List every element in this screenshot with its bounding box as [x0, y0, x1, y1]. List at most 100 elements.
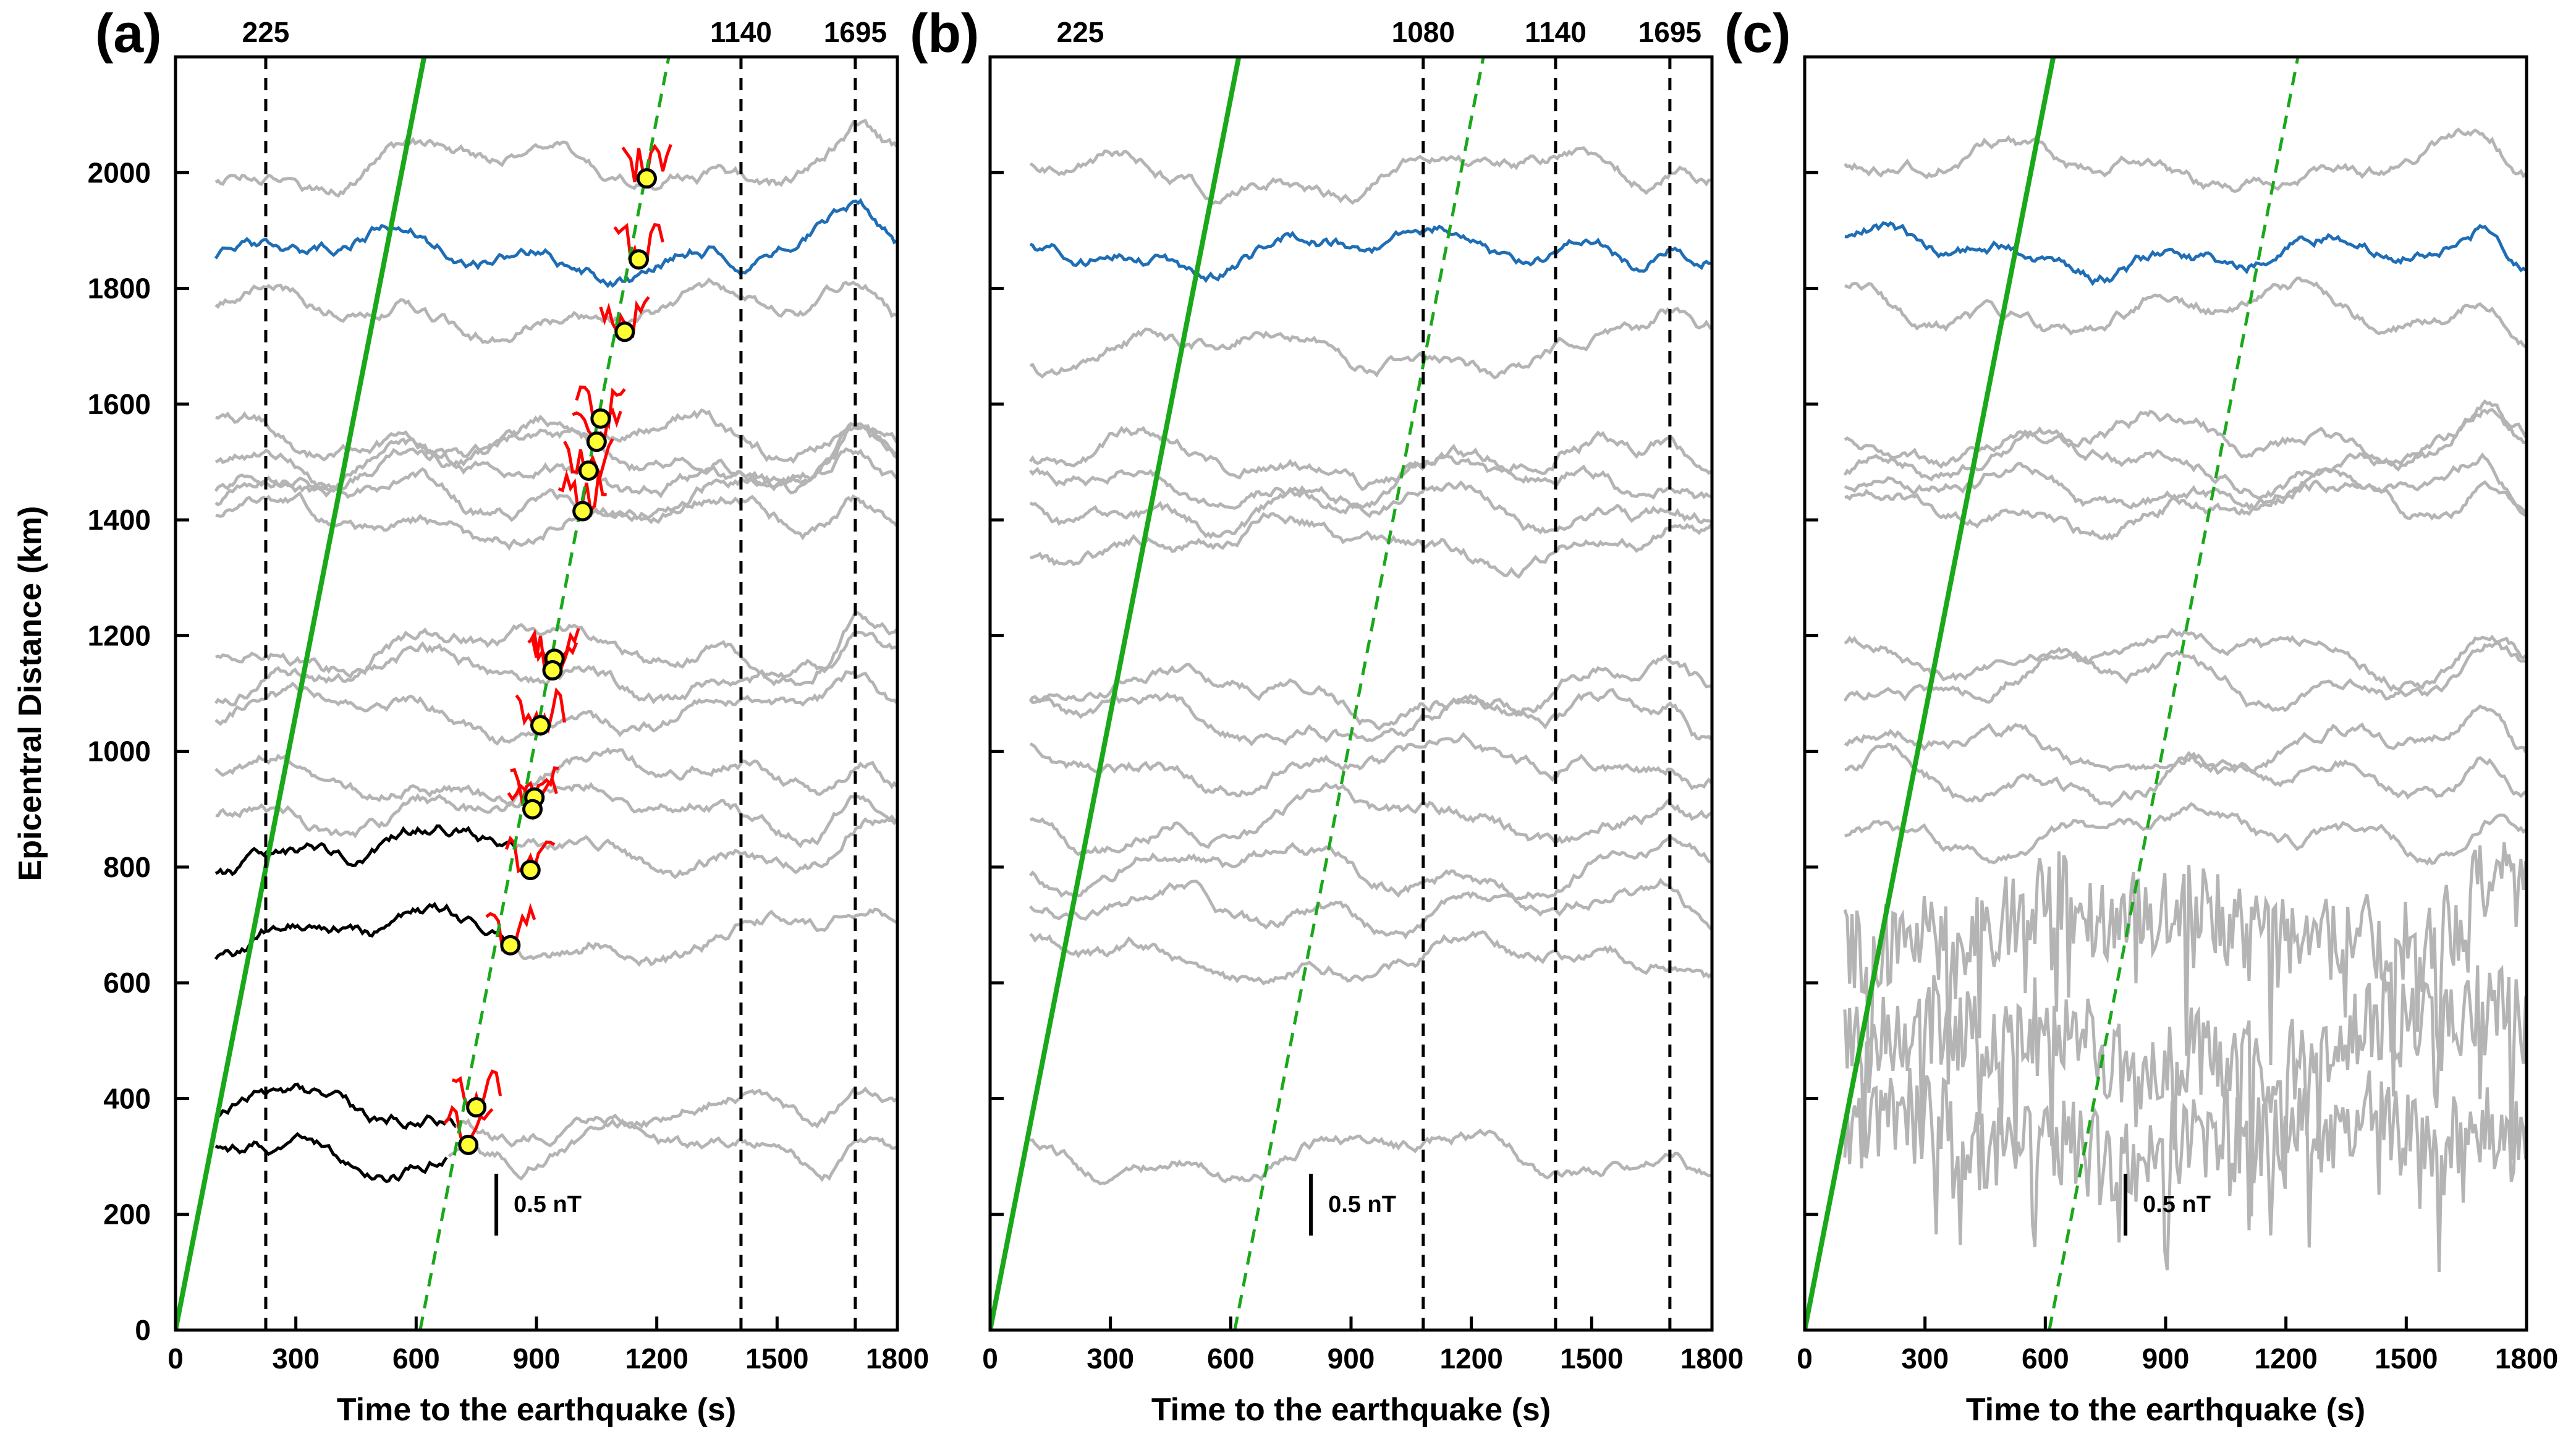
- x-tick-label: 600: [392, 1342, 440, 1375]
- panel-a: 225 1140 1695 0.5 nT 0 300 600 900 1200 1500 1800 0…: [12, 2, 929, 1428]
- trace-9: [1843, 640, 2527, 713]
- y-axis-title: Epicentral Distance (km): [12, 506, 48, 881]
- trace-14: [515, 814, 897, 880]
- trace-9: [1029, 688, 1712, 747]
- trace-4: [215, 408, 897, 468]
- onset-marker: [572, 501, 593, 522]
- onset-marker: [500, 935, 521, 956]
- x-tick-label: 1800: [1680, 1342, 1743, 1375]
- trace-8: [215, 491, 897, 551]
- onset-marker: [530, 715, 551, 736]
- event-label-1695: 1695: [1638, 16, 1701, 48]
- trace-1: [1844, 127, 2527, 193]
- trace-reference-blue: [1844, 221, 2527, 286]
- x-tick-label: 1800: [2495, 1342, 2558, 1375]
- scale-bar-label: 0.5 nT: [2143, 1192, 2211, 1218]
- x-tick-label: 1500: [745, 1342, 808, 1375]
- onset-marker: [578, 460, 599, 481]
- trace-1: [214, 119, 897, 198]
- onset-marker: [636, 168, 657, 189]
- trace-4: [1844, 399, 2527, 472]
- y-tick-label: 600: [103, 967, 151, 999]
- onset-red-segment: [451, 1069, 502, 1115]
- trace-1: [1029, 146, 1711, 205]
- x-tick-label: 900: [1328, 1342, 1375, 1375]
- onset-marker: [542, 660, 563, 681]
- onset-marker: [522, 799, 543, 820]
- onset-marker: [590, 408, 611, 429]
- y-tick-label: 2000: [88, 156, 151, 189]
- onset-line-dashed: [2048, 57, 2300, 1330]
- onset-marker: [614, 321, 635, 342]
- onset-line-solid: [1805, 57, 2056, 1330]
- x-tick-label: 300: [1901, 1342, 1949, 1375]
- x-tick-label: 1200: [2254, 1342, 2317, 1375]
- x-axis-title: Time to the earthquake (s): [1151, 1392, 1551, 1428]
- trace-16: [455, 1086, 897, 1148]
- trace-11: [214, 670, 897, 746]
- x-tick-label: 1500: [2375, 1342, 2438, 1375]
- y-tick-label: 400: [103, 1082, 151, 1114]
- panel-b: 225 1080 1140 1695 0.5 nT 0 300 600 900 1200 1500 1…: [910, 2, 1743, 1428]
- trace-5: [1028, 451, 1712, 515]
- trace-5: [1843, 407, 2526, 501]
- trace-6: [1844, 452, 2527, 517]
- scale-bar-label: 0.5 nT: [1328, 1192, 1396, 1218]
- trace-4: [1028, 425, 1712, 491]
- x-tick-label: 600: [2022, 1342, 2069, 1375]
- x-tick-label: 1500: [1560, 1342, 1623, 1375]
- trace-7: [1844, 479, 2527, 541]
- x-axis-title: Time to the earthquake (s): [1966, 1392, 2365, 1428]
- trace-5: [214, 422, 897, 498]
- y-tick-label: 1800: [88, 273, 151, 305]
- panel-label: (a): [95, 2, 162, 64]
- x-axis-title: Time to the earthquake (s): [337, 1392, 736, 1428]
- trace-13: [1843, 842, 2527, 1097]
- x-tick-label: 1800: [866, 1342, 929, 1375]
- trace-7: [214, 447, 897, 525]
- trace-14: [1029, 930, 1712, 986]
- onset-marker: [466, 1097, 487, 1117]
- x-tick-label: 300: [272, 1342, 320, 1375]
- trace-10: [1844, 704, 2527, 775]
- trace-7: [1030, 512, 1712, 579]
- trace-11: [1844, 742, 2527, 808]
- y-tick-label: 1200: [88, 619, 151, 651]
- onset-line-dashed: [418, 57, 671, 1330]
- event-label-1080: 1080: [1392, 16, 1455, 48]
- x-tick-label: 300: [1087, 1342, 1134, 1375]
- x-tick-label: 900: [2142, 1342, 2190, 1375]
- onset-marker: [586, 431, 607, 452]
- trace-8: [1844, 627, 2527, 692]
- trace-11: [1029, 781, 1712, 857]
- y-tick-label: 1400: [88, 504, 151, 536]
- trace-reference-blue: [214, 198, 897, 289]
- x-tick-label: 0: [1797, 1342, 1813, 1375]
- trace-15: [1030, 1128, 1712, 1185]
- onset-line-dashed: [1233, 57, 1485, 1330]
- onset-line-solid: [176, 57, 427, 1330]
- event-label-1695: 1695: [824, 16, 887, 48]
- trace-3: [1029, 307, 1712, 379]
- event-label-1140: 1140: [710, 16, 772, 48]
- y-tick-label: 800: [103, 851, 151, 883]
- trace-12: [214, 747, 897, 808]
- scale-bar-label: 0.5 nT: [514, 1192, 582, 1218]
- onset-marker: [628, 249, 649, 270]
- y-tick-label: 200: [103, 1198, 151, 1231]
- trace-black-segment: [214, 1082, 458, 1130]
- trace-15: [1843, 1067, 2527, 1273]
- x-tick-label: 600: [1207, 1342, 1255, 1375]
- plot-area: [1805, 57, 2527, 1330]
- onset-marker: [458, 1134, 479, 1155]
- plot-area: [990, 57, 1712, 1330]
- x-tick-label: 900: [513, 1342, 561, 1375]
- y-tick-label: 1600: [88, 388, 151, 420]
- trace-6: [1029, 480, 1712, 540]
- trace-8: [1028, 654, 1711, 731]
- trace-13: [215, 781, 897, 849]
- event-label-1140: 1140: [1525, 16, 1587, 48]
- panel-label: (c): [1724, 2, 1791, 64]
- event-label-225: 225: [242, 16, 290, 48]
